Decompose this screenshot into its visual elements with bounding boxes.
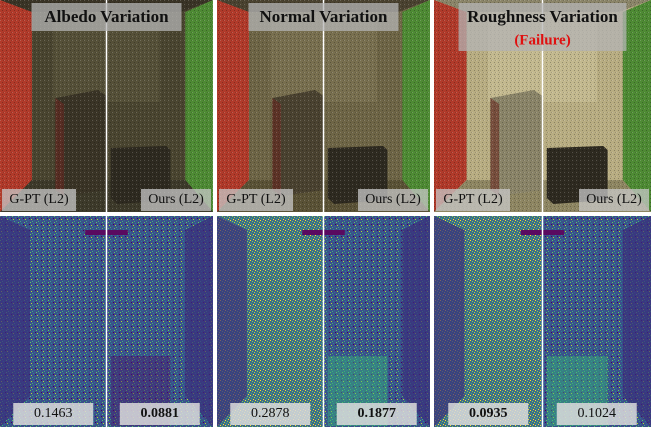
title-box bbox=[31, 3, 182, 31]
error-value: 0.1877 bbox=[358, 406, 397, 421]
error-value: 0.0881 bbox=[141, 406, 180, 421]
method-label: G-PT (L2) bbox=[9, 192, 69, 207]
error-wall-right bbox=[185, 216, 213, 427]
value-box bbox=[119, 403, 200, 425]
panel: Roughness Variation (Failure) G-PT (L2) Our… bbox=[434, 0, 651, 427]
method-label: Ours (L2) bbox=[148, 192, 204, 207]
title-box bbox=[248, 3, 399, 31]
label-box bbox=[2, 189, 76, 211]
method-label: Ours (L2) bbox=[365, 192, 421, 207]
method-label: Ours (L2) bbox=[586, 192, 642, 207]
error-wall-left bbox=[434, 216, 465, 427]
error-wall-right bbox=[622, 216, 651, 427]
error-value: 0.1024 bbox=[578, 406, 617, 421]
title-box bbox=[458, 3, 627, 51]
label-box bbox=[436, 189, 510, 211]
panel: Normal Variation G-PT (L2) Ours (L2) 0.2878… bbox=[217, 0, 430, 427]
error-wall-right bbox=[402, 216, 430, 427]
panel: Albedo Variation G-PT (L2) Ours (L2) 0.1463… bbox=[0, 0, 213, 427]
error-wall-left bbox=[217, 216, 247, 427]
error-value: 0.0935 bbox=[469, 406, 508, 421]
value-box bbox=[13, 403, 94, 425]
panel-note: (Failure) bbox=[514, 32, 570, 48]
label-box bbox=[579, 189, 649, 211]
error-wall-left bbox=[0, 216, 30, 427]
value-box bbox=[448, 403, 529, 425]
error-value: 0.1463 bbox=[34, 406, 73, 421]
error-value: 0.2878 bbox=[251, 406, 290, 421]
label-box bbox=[358, 189, 428, 211]
label-box bbox=[219, 189, 293, 211]
label-box bbox=[141, 189, 211, 211]
panel-title: Albedo Variation bbox=[44, 7, 169, 26]
method-label: G-PT (L2) bbox=[226, 192, 286, 207]
value-box bbox=[336, 403, 417, 425]
value-box bbox=[230, 403, 311, 425]
panel-title: Normal Variation bbox=[260, 7, 389, 26]
value-box bbox=[556, 403, 637, 425]
panel-title: Roughness Variation bbox=[467, 7, 618, 26]
method-label: G-PT (L2) bbox=[443, 192, 503, 207]
